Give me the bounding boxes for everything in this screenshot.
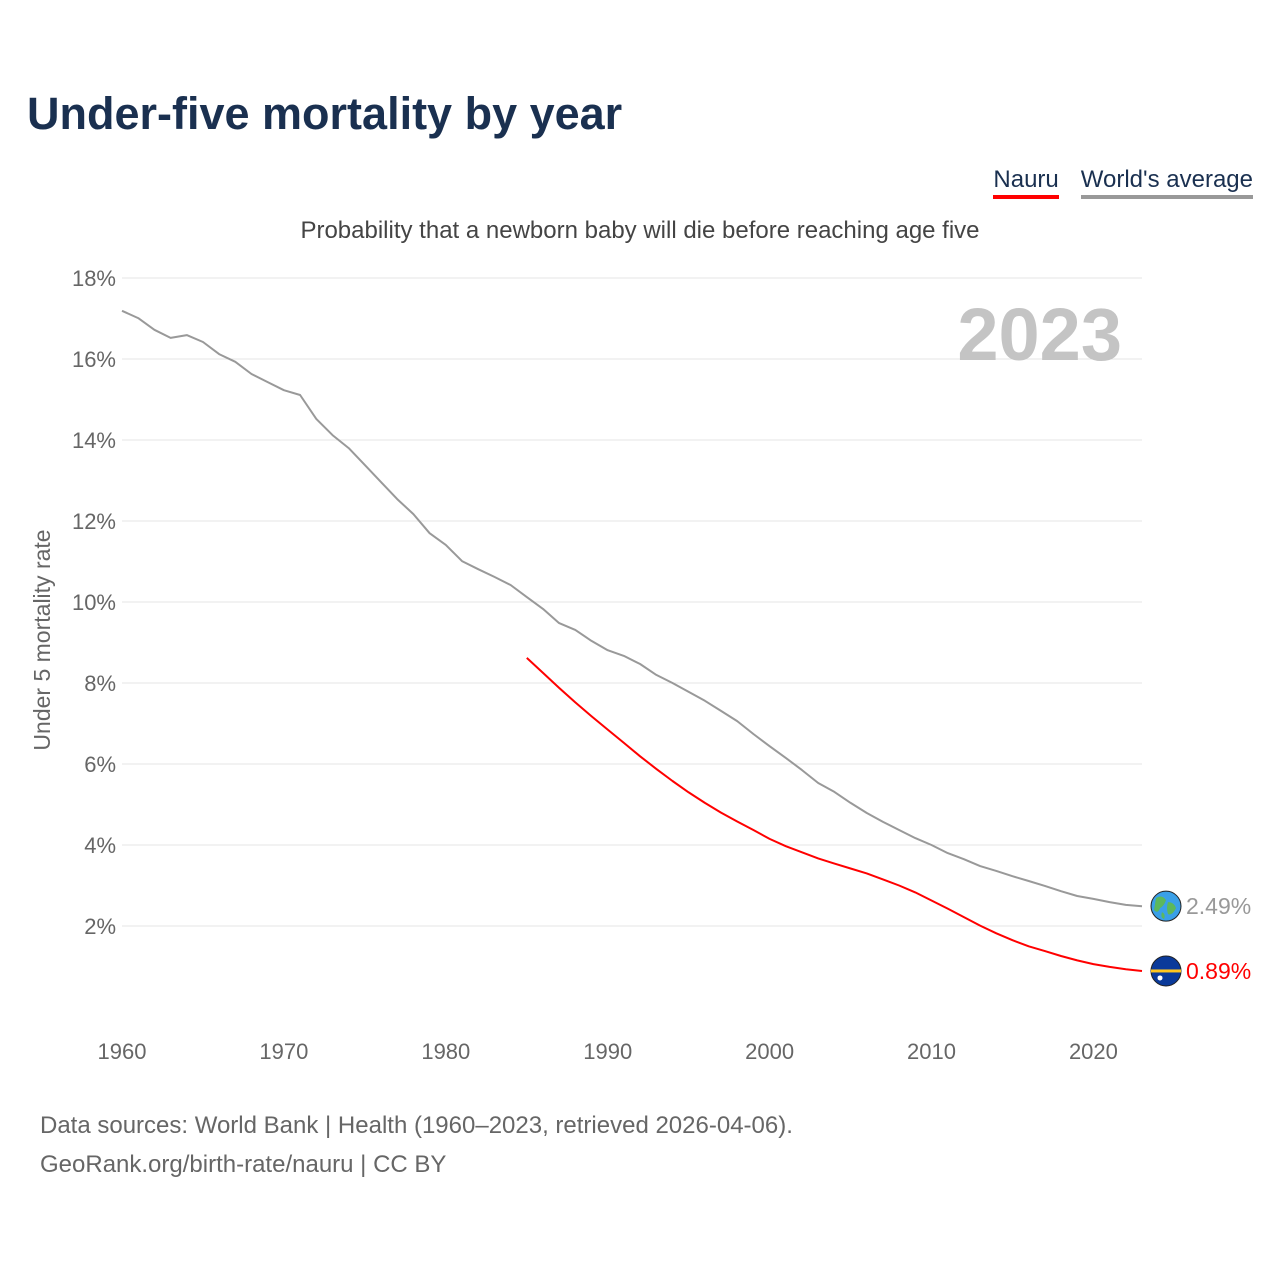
- globe-icon: [1150, 890, 1182, 922]
- x-tick-label: 2020: [1069, 1039, 1118, 1064]
- y-tick-label: 12%: [72, 509, 116, 534]
- legend-nauru[interactable]: Nauru: [993, 166, 1059, 199]
- chart-subtitle: Probability that a newborn baby will die…: [300, 217, 980, 244]
- x-tick-label: 1970: [259, 1039, 308, 1064]
- y-tick-label: 2%: [84, 914, 116, 939]
- year-label: 2023: [957, 293, 1122, 376]
- nauru-line[interactable]: [526, 657, 1143, 972]
- y-tick-label: 8%: [84, 671, 116, 696]
- data-sources: Data sources: World Bank | Health (1960–…: [40, 1112, 793, 1139]
- footer: Data sources: World Bank | Health (1960–…: [40, 1106, 793, 1184]
- y-tick-label: 6%: [84, 752, 116, 777]
- nauru-end-label: 0.89%: [1186, 958, 1251, 984]
- x-tick-label: 1980: [421, 1039, 470, 1064]
- legend: Nauru World's average: [993, 166, 1253, 199]
- y-axis-label: Under 5 mortality rate: [29, 529, 55, 750]
- y-tick-label: 4%: [84, 833, 116, 858]
- line-chart: 2% 4% 6% 8% 10% 12% 14% 16% 18% 1960 1970 1980 1990 2…: [29, 266, 1251, 1064]
- y-tick-label: 16%: [72, 347, 116, 372]
- world-line[interactable]: [121, 309, 1143, 908]
- y-tick-label: 10%: [72, 590, 116, 615]
- x-tick-label: 2010: [907, 1039, 956, 1064]
- y-tick-label: 14%: [72, 428, 116, 453]
- x-tick-label: 2000: [745, 1039, 794, 1064]
- y-tick-label: 18%: [72, 266, 116, 291]
- world-end-label: 2.49%: [1186, 893, 1251, 919]
- source-link[interactable]: GeoRank.org/birth-rate/nauru | CC BY: [40, 1151, 447, 1178]
- x-tick-label: 1990: [583, 1039, 632, 1064]
- x-tick-label: 1960: [98, 1039, 147, 1064]
- chart-title: Under-five mortality by year: [27, 88, 623, 139]
- nauru-flag-icon: [1150, 955, 1182, 987]
- legend-world[interactable]: World's average: [1080, 166, 1253, 199]
